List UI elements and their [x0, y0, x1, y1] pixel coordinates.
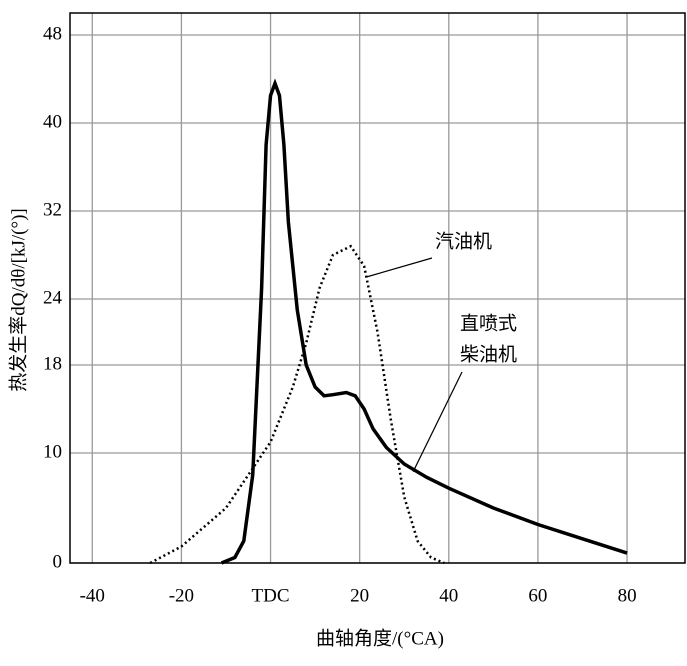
x-tick-label: TDC: [252, 585, 290, 606]
y-tick-label: 32: [43, 199, 62, 220]
series-label: 汽油机: [435, 230, 492, 252]
leader-line: [412, 371, 463, 472]
y-tick-label: 0: [53, 551, 63, 572]
y-tick-label: 48: [43, 23, 62, 44]
series-line: [149, 244, 445, 565]
leader-line: [366, 257, 433, 278]
x-tick-label: 60: [528, 585, 547, 606]
x-tick-label: 80: [618, 585, 637, 606]
series-line: [220, 78, 628, 565]
x-tick-label: 20: [350, 585, 369, 606]
x-tick-label: -40: [80, 585, 105, 606]
y-tick-label: 40: [43, 111, 62, 132]
y-axis-title: 热发生率dQ/dθ/[kJ/(°)]: [7, 208, 29, 391]
x-axis-title: 曲轴角度/(°CA): [316, 627, 444, 649]
series-label: 柴油机: [460, 343, 517, 365]
x-tick-label: -20: [169, 585, 194, 606]
series-label: 直喷式: [460, 312, 517, 334]
y-tick-label: 10: [43, 441, 62, 462]
y-tick-label: 24: [43, 287, 63, 308]
x-tick-label: 40: [439, 585, 458, 606]
y-tick-label: 18: [43, 353, 62, 374]
plot-frame: [69, 12, 686, 564]
